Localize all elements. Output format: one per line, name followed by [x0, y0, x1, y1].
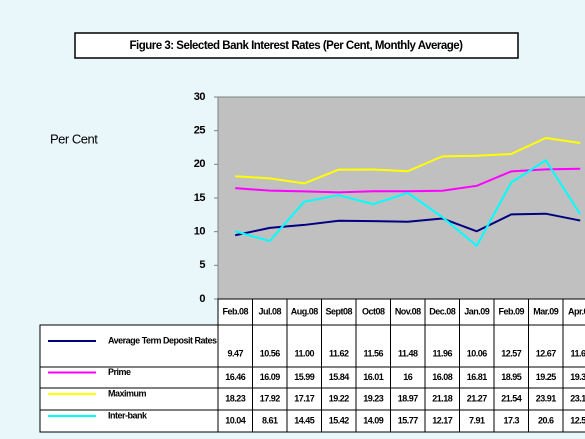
series-line: [235, 137, 581, 185]
y-tick-label: 20: [194, 158, 206, 170]
data-label: 23.91: [536, 393, 557, 403]
series-line: [235, 167, 581, 194]
data-label: 18.97: [398, 393, 419, 403]
chart-title: Figure 3: Selected Bank Interest Rates (…: [130, 40, 464, 52]
data-label: 18.23: [225, 393, 246, 403]
x-tick-label: Oct08: [362, 306, 385, 316]
series-line: [235, 212, 581, 237]
data-label: 9.47: [227, 348, 243, 358]
data-label: 12.67: [536, 348, 557, 358]
y-tick-label: 30: [194, 91, 206, 103]
x-tick-label: Dec.08: [429, 306, 456, 316]
x-tick-label: Aug.08: [291, 306, 319, 316]
data-label: 15.42: [329, 415, 350, 425]
data-label: 11.56: [363, 348, 383, 358]
data-label: 16.08: [432, 372, 453, 382]
data-label: 15.99: [294, 372, 315, 382]
data-label: 21.18: [432, 393, 453, 403]
data-label: 16: [403, 372, 413, 382]
data-label: 8.61: [262, 415, 278, 425]
data-label: 11.65: [570, 348, 585, 358]
title-box: [74, 32, 519, 59]
data-label: 10.04: [225, 415, 246, 425]
data-label: 11.96: [432, 348, 452, 358]
x-tick-label: Nov.08: [395, 306, 421, 316]
y-tick-label: 25: [194, 125, 206, 137]
data-label: 17.92: [260, 393, 281, 403]
data-label: 10.56: [260, 348, 281, 358]
x-tick-label: Apr.09: [568, 306, 585, 316]
data-label: 20.6: [538, 415, 554, 425]
data-label: 19.34: [570, 372, 585, 382]
data-label: 18.95: [501, 372, 522, 382]
data-label: 21.54: [501, 393, 522, 403]
data-label: 15.77: [398, 415, 419, 425]
y-tick-label: 15: [194, 192, 206, 204]
data-label: 17.17: [294, 393, 315, 403]
series-line: [234, 159, 582, 247]
legend-label: Average Term Deposit Rates: [108, 335, 217, 345]
data-label: 16.09: [260, 372, 281, 382]
x-tick-label: Sept08: [325, 306, 352, 316]
x-tick-label: Feb.08: [222, 306, 248, 316]
x-tick-label: Feb.09: [498, 306, 524, 316]
data-label: 19.23: [363, 393, 384, 403]
data-label: 12.57: [501, 348, 522, 358]
legend-label: Prime: [108, 367, 131, 377]
data-label: 12.17: [432, 415, 453, 425]
data-label: 17.3: [503, 415, 519, 425]
y-tick-label: 0: [199, 293, 205, 305]
data-label: 11.00: [294, 348, 314, 358]
data-label: 19.25: [536, 372, 557, 382]
data-label: 14.45: [294, 415, 315, 425]
data-label: 15.84: [329, 372, 350, 382]
data-label: 21.27: [467, 393, 488, 403]
x-tick-label: Mar.09: [533, 306, 559, 316]
legend-label: Inter-bank: [108, 410, 148, 420]
data-label: 11.48: [398, 348, 418, 358]
data-label: 14.09: [363, 415, 384, 425]
data-label: 7.91: [469, 415, 485, 425]
data-label: 10.06: [467, 348, 488, 358]
data-label: 19.22: [329, 393, 350, 403]
plot-area: [217, 96, 585, 300]
data-label: 16.81: [467, 372, 488, 382]
data-label: 16.01: [363, 372, 384, 382]
data-label: 23.17: [570, 393, 585, 403]
x-tick-label: Jan.09: [464, 306, 490, 316]
y-tick-label: 5: [199, 259, 205, 271]
x-tick-label: Jul.08: [258, 306, 281, 316]
legend-label: Maximum: [108, 388, 147, 398]
data-label: 11.62: [329, 348, 349, 358]
y-tick-label: 10: [194, 226, 206, 238]
data-label: 16.46: [225, 372, 246, 382]
y-axis-label: Per Cent: [50, 131, 98, 146]
data-label: 12.59: [570, 415, 585, 425]
